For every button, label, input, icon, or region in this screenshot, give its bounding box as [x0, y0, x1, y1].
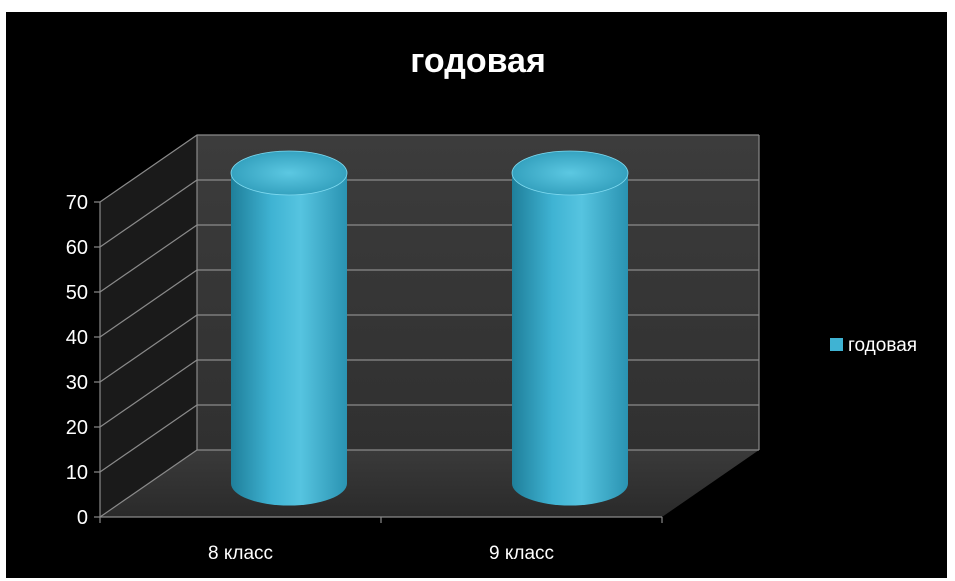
legend-swatch	[830, 338, 843, 351]
bar-body	[512, 173, 628, 506]
x-tick-label: 8 класс	[208, 543, 273, 564]
legend: годовая	[830, 335, 917, 356]
x-tick-label: 9 класс	[489, 543, 554, 564]
legend-label: годовая	[848, 335, 917, 356]
y-tick-label: 10	[66, 462, 88, 484]
y-tick-label: 30	[66, 372, 88, 394]
y-tick-label: 70	[66, 192, 88, 214]
chart-frame: годовая 0 10 20 30 40 50 60 70 8 класс 9 класс г…	[6, 12, 947, 578]
bars	[230, 150, 629, 506]
plot-area	[100, 135, 759, 517]
y-tick-label: 50	[66, 282, 88, 304]
y-axis-ticks: 0 10 20 30 40 50 60 70	[66, 192, 663, 529]
bar-chart: годовая 0 10 20 30 40 50 60 70 8 класс 9 класс г…	[66, 42, 917, 564]
y-tick-label: 40	[66, 327, 88, 349]
y-tick-label: 60	[66, 237, 88, 259]
y-tick-label: 0	[77, 507, 88, 529]
bar-1	[230, 150, 348, 506]
bar-2	[511, 150, 629, 506]
floor	[100, 450, 759, 517]
bar-body	[231, 173, 347, 506]
x-axis-labels: 8 класс 9 класс	[208, 543, 554, 564]
y-tick-label: 20	[66, 417, 88, 439]
bar-top	[511, 150, 629, 196]
bar-top	[230, 150, 348, 196]
chart-title: годовая	[410, 42, 546, 80]
